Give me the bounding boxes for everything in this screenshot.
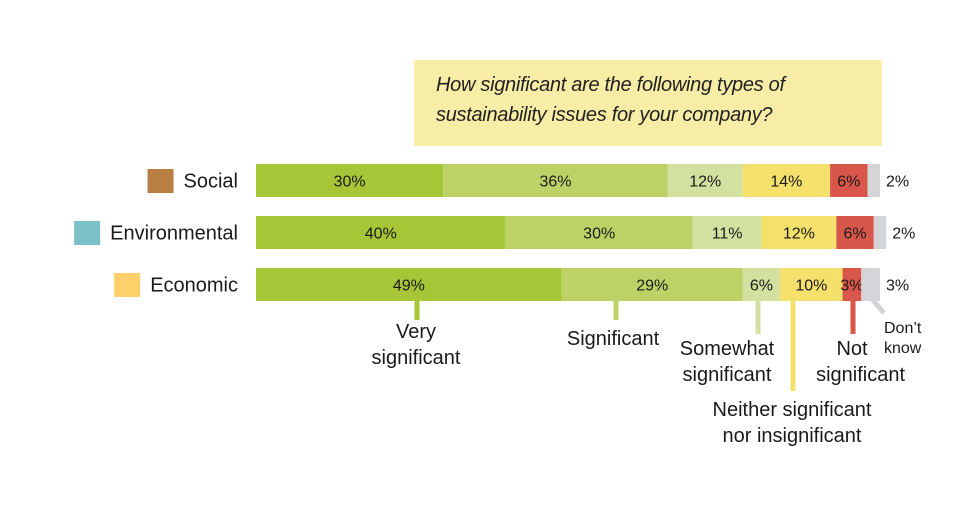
data-label: 30% xyxy=(583,226,615,243)
category-label: Environmental xyxy=(110,223,238,245)
data-label: 29% xyxy=(636,278,668,295)
legend-label: significant xyxy=(683,364,772,386)
category-swatch xyxy=(74,221,101,245)
bar-segment xyxy=(836,216,874,249)
legend-label: nor insignificant xyxy=(723,425,862,447)
bar-segment xyxy=(867,164,880,197)
chart-title: How significant are the following types … xyxy=(436,74,785,126)
data-label: 40% xyxy=(365,226,397,243)
data-label: 36% xyxy=(540,174,572,191)
category-label: Social xyxy=(184,171,238,193)
legend-label: Don’t xyxy=(884,320,922,337)
bar-segment xyxy=(742,268,781,301)
bar-segment xyxy=(505,216,693,249)
bar-segment xyxy=(842,268,862,301)
data-label: 3% xyxy=(886,278,909,295)
bar-segment xyxy=(561,268,743,301)
category-swatch xyxy=(147,169,174,193)
data-label: 2% xyxy=(892,226,915,243)
bar-segment xyxy=(861,268,880,301)
leader-line xyxy=(870,297,886,315)
bar-segment xyxy=(742,164,831,197)
bar-segment xyxy=(692,216,762,249)
data-label: 10% xyxy=(795,278,827,295)
legend-label: Very xyxy=(396,321,436,343)
bar-segment xyxy=(443,164,668,197)
legend-label: Not xyxy=(836,338,868,360)
data-label: 30% xyxy=(334,174,366,191)
legend-label: Somewhat xyxy=(680,338,775,360)
data-label: 12% xyxy=(689,174,721,191)
data-label: 6% xyxy=(750,278,773,295)
data-label: 6% xyxy=(843,226,866,243)
legend-label: Neither significant xyxy=(713,399,872,421)
question-box xyxy=(414,60,882,146)
bar-segment xyxy=(780,268,843,301)
bar-segment xyxy=(830,164,868,197)
bar-segment xyxy=(256,164,444,197)
category-swatch xyxy=(114,273,141,297)
bar-segment xyxy=(256,216,506,249)
bar-segment xyxy=(667,164,743,197)
bar-segment xyxy=(256,268,562,301)
data-label: 11% xyxy=(712,226,743,243)
legend-label: know xyxy=(884,340,922,357)
bar-segment xyxy=(761,216,837,249)
data-label: 6% xyxy=(837,174,860,191)
data-label: 3% xyxy=(840,278,863,295)
legend-label: significant xyxy=(372,347,461,369)
bar-segment xyxy=(873,216,887,249)
category-label: Economic xyxy=(150,275,238,297)
data-label: 49% xyxy=(393,278,425,295)
data-label: 14% xyxy=(770,174,802,191)
legend-label: Significant xyxy=(567,328,660,350)
data-label: 12% xyxy=(783,226,815,243)
data-label: 2% xyxy=(886,174,909,191)
legend-label: significant xyxy=(816,364,905,386)
